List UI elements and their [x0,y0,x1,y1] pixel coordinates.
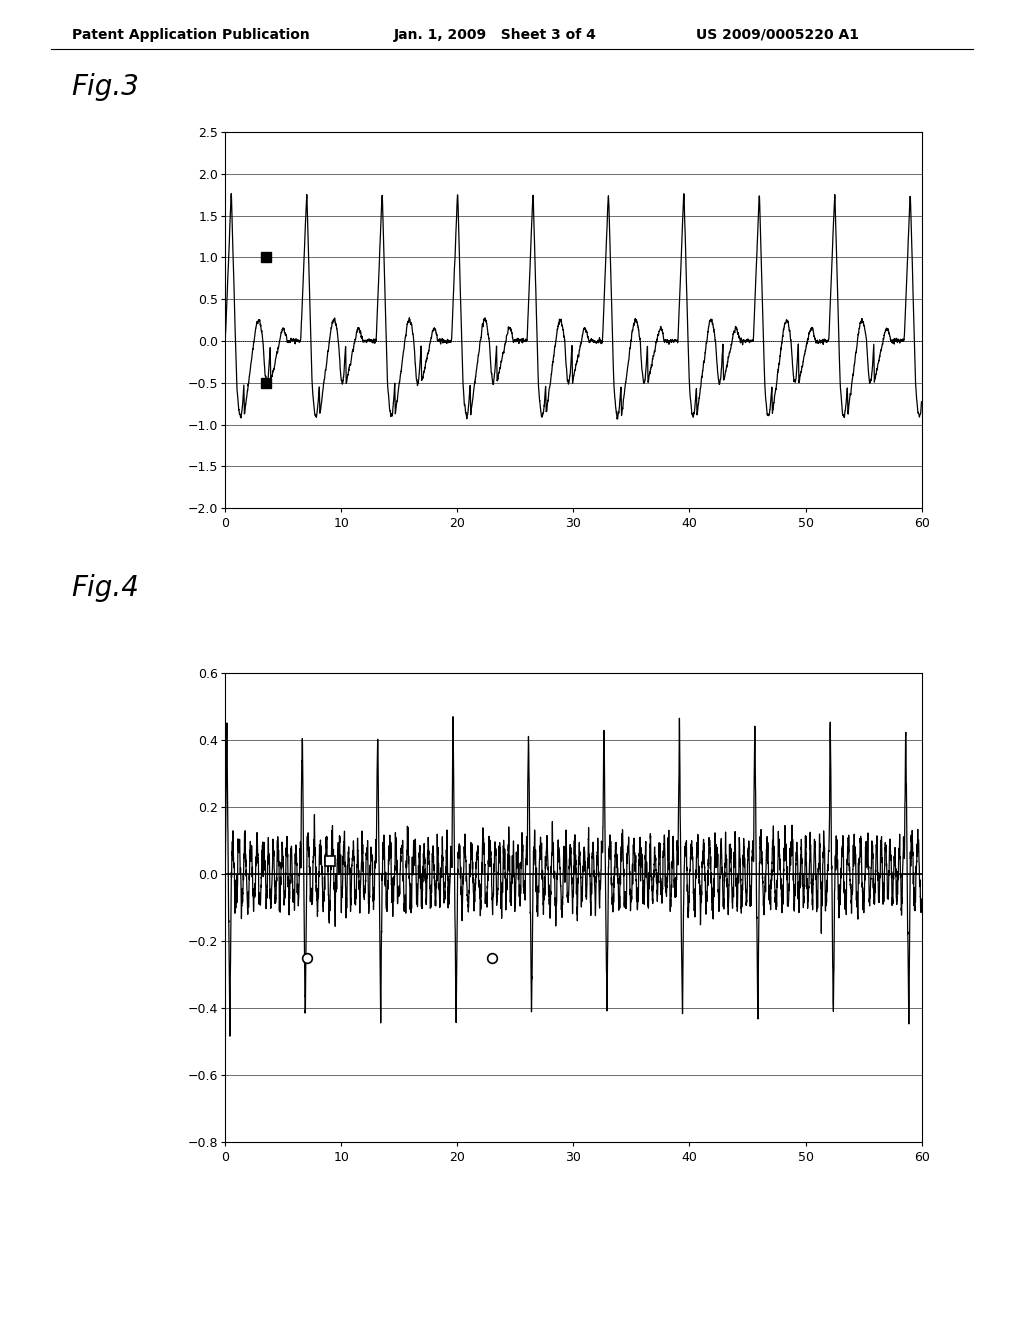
Text: Patent Application Publication: Patent Application Publication [72,28,309,42]
Text: Fig.4: Fig.4 [72,574,139,602]
Text: Jan. 1, 2009   Sheet 3 of 4: Jan. 1, 2009 Sheet 3 of 4 [394,28,597,42]
Text: US 2009/0005220 A1: US 2009/0005220 A1 [696,28,859,42]
Text: Fig.3: Fig.3 [72,73,139,100]
